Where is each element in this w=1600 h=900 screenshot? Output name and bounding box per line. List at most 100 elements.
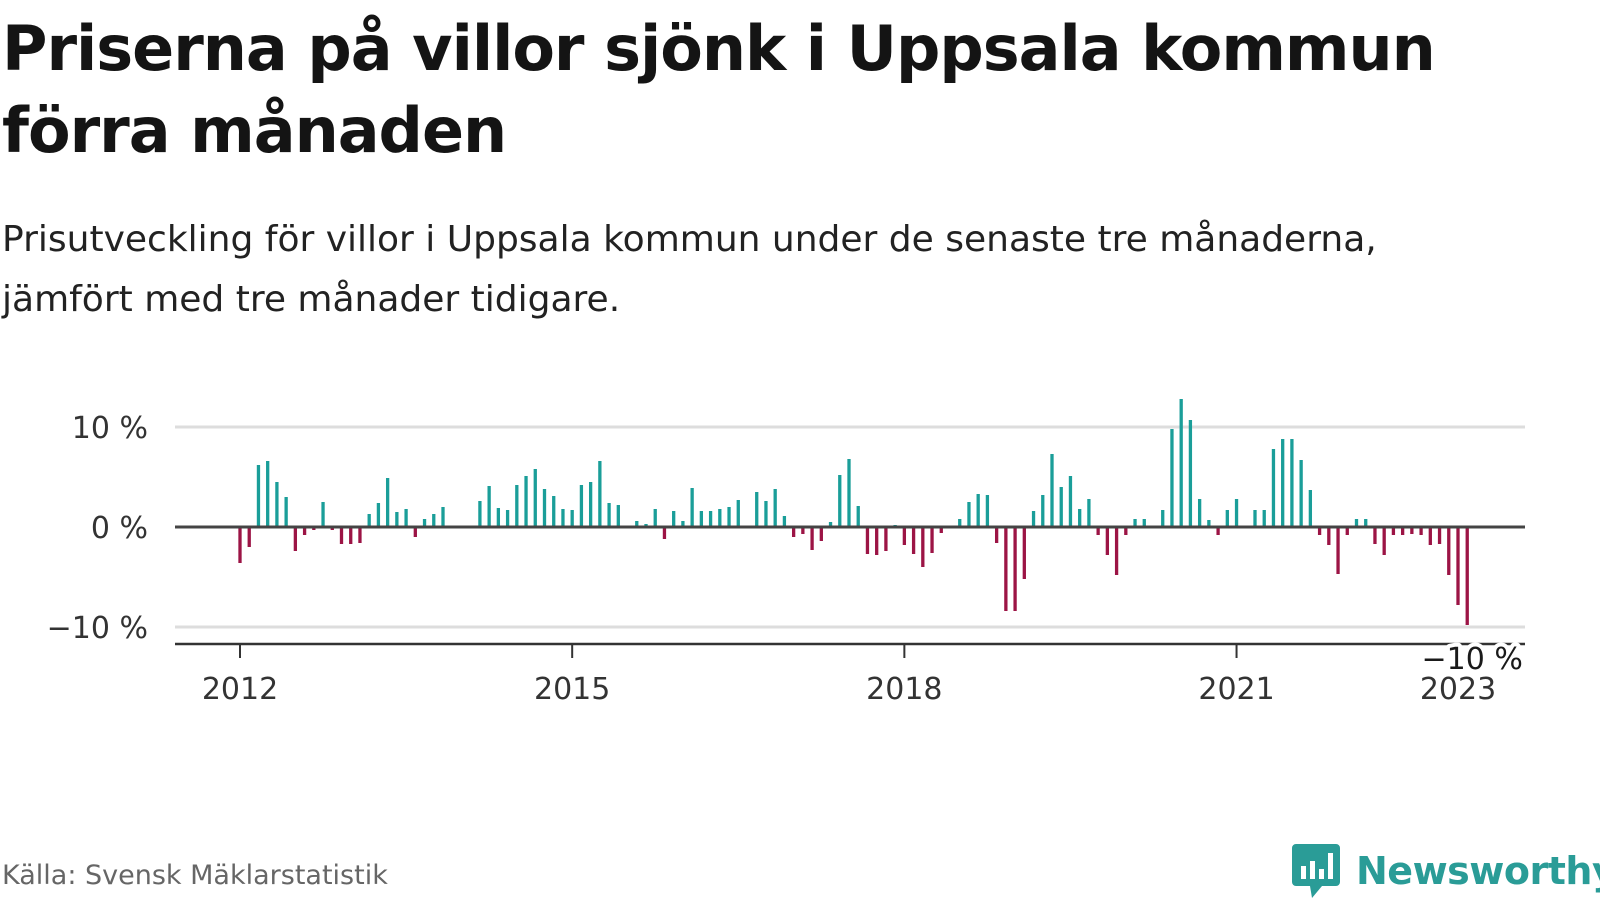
bar bbox=[422, 519, 427, 527]
bar bbox=[441, 507, 445, 527]
bar bbox=[801, 527, 805, 534]
bar bbox=[1078, 509, 1082, 527]
bar bbox=[828, 522, 833, 527]
x-tick-label: 2015 bbox=[534, 672, 610, 707]
bar bbox=[293, 527, 298, 551]
bar bbox=[930, 527, 934, 553]
bar bbox=[1354, 519, 1359, 527]
x-tick-label: 2023 bbox=[1420, 672, 1496, 707]
chart-title: Priserna på villor sjönk i Uppsala kommu… bbox=[2, 12, 1436, 167]
bar bbox=[395, 512, 399, 527]
bar bbox=[1105, 527, 1110, 555]
bar bbox=[349, 527, 353, 544]
bar bbox=[1188, 420, 1193, 527]
bar bbox=[865, 527, 870, 554]
bar bbox=[819, 527, 823, 541]
bar bbox=[1068, 476, 1073, 527]
last-value-label: −10 % bbox=[1422, 642, 1523, 677]
bar bbox=[432, 514, 436, 527]
bar bbox=[847, 459, 851, 527]
bar bbox=[1271, 449, 1276, 527]
bar bbox=[302, 527, 307, 535]
bar bbox=[976, 494, 980, 527]
bar bbox=[1142, 519, 1146, 527]
bar bbox=[1059, 487, 1063, 527]
bar bbox=[256, 465, 261, 527]
bar bbox=[1124, 527, 1128, 535]
bar bbox=[662, 527, 667, 539]
bar bbox=[1419, 527, 1423, 535]
bar bbox=[524, 476, 528, 527]
bar bbox=[921, 527, 925, 567]
bar bbox=[1234, 499, 1239, 527]
bar bbox=[1447, 527, 1451, 575]
bar bbox=[764, 501, 768, 527]
bar bbox=[1225, 510, 1229, 527]
chart-subtitle: Prisutveckling för villor i Uppsala komm… bbox=[2, 219, 1377, 320]
y-tick-label: 10 % bbox=[72, 411, 148, 446]
source-note: Källa: Svensk Mäklarstatistik bbox=[2, 860, 388, 891]
x-tick-label: 2018 bbox=[866, 672, 942, 707]
bar bbox=[1170, 429, 1174, 527]
bar bbox=[699, 511, 704, 527]
bar bbox=[672, 511, 676, 527]
bar bbox=[367, 514, 371, 527]
bar bbox=[1428, 527, 1432, 545]
bar bbox=[505, 510, 510, 527]
bar bbox=[875, 527, 879, 555]
bar bbox=[782, 516, 787, 527]
bar bbox=[727, 507, 731, 527]
bar bbox=[579, 485, 584, 527]
bar bbox=[690, 488, 694, 527]
bars bbox=[238, 399, 1469, 625]
bar bbox=[791, 527, 796, 537]
bar bbox=[773, 489, 777, 527]
bar bbox=[339, 527, 344, 544]
bar bbox=[1031, 511, 1036, 527]
bar bbox=[616, 505, 620, 527]
bar bbox=[1050, 454, 1054, 527]
x-axis bbox=[175, 525, 1525, 658]
bar bbox=[607, 503, 611, 527]
bar bbox=[653, 509, 657, 527]
bar bbox=[1456, 527, 1460, 605]
bar bbox=[1013, 527, 1017, 611]
bar bbox=[1437, 527, 1442, 544]
bar bbox=[1281, 439, 1285, 527]
bar bbox=[911, 527, 916, 554]
y-tick-label: 0 % bbox=[91, 511, 148, 546]
bar bbox=[1087, 499, 1091, 527]
bar bbox=[275, 482, 279, 527]
bar bbox=[588, 482, 593, 527]
bar bbox=[247, 527, 251, 547]
bar bbox=[708, 511, 713, 527]
bar bbox=[958, 519, 962, 527]
bar bbox=[542, 489, 547, 527]
bar bbox=[635, 521, 639, 527]
x-tick-label: 2012 bbox=[202, 672, 278, 707]
bar bbox=[939, 527, 943, 533]
bar bbox=[1216, 527, 1220, 535]
bar bbox=[1041, 495, 1045, 527]
gridlines bbox=[175, 425, 1525, 629]
bar bbox=[1179, 399, 1183, 527]
bar bbox=[902, 527, 907, 545]
bar bbox=[413, 527, 417, 537]
bar bbox=[598, 461, 602, 527]
bar bbox=[561, 509, 565, 527]
bar bbox=[994, 527, 999, 543]
last-value-label-halo: −10 % bbox=[1422, 642, 1523, 677]
newsworthy-logo: Newsworthy bbox=[1290, 842, 1600, 900]
newsworthy-chart-bubble-icon bbox=[1292, 844, 1340, 898]
bar bbox=[1004, 527, 1008, 611]
bar bbox=[1345, 527, 1349, 535]
bar bbox=[284, 497, 288, 527]
bar bbox=[1161, 510, 1165, 527]
bar bbox=[266, 461, 270, 527]
bar bbox=[1364, 519, 1368, 527]
bar bbox=[404, 509, 408, 527]
bar bbox=[1391, 527, 1396, 535]
bar bbox=[376, 503, 381, 527]
bar bbox=[1290, 439, 1294, 527]
bar bbox=[478, 501, 482, 527]
